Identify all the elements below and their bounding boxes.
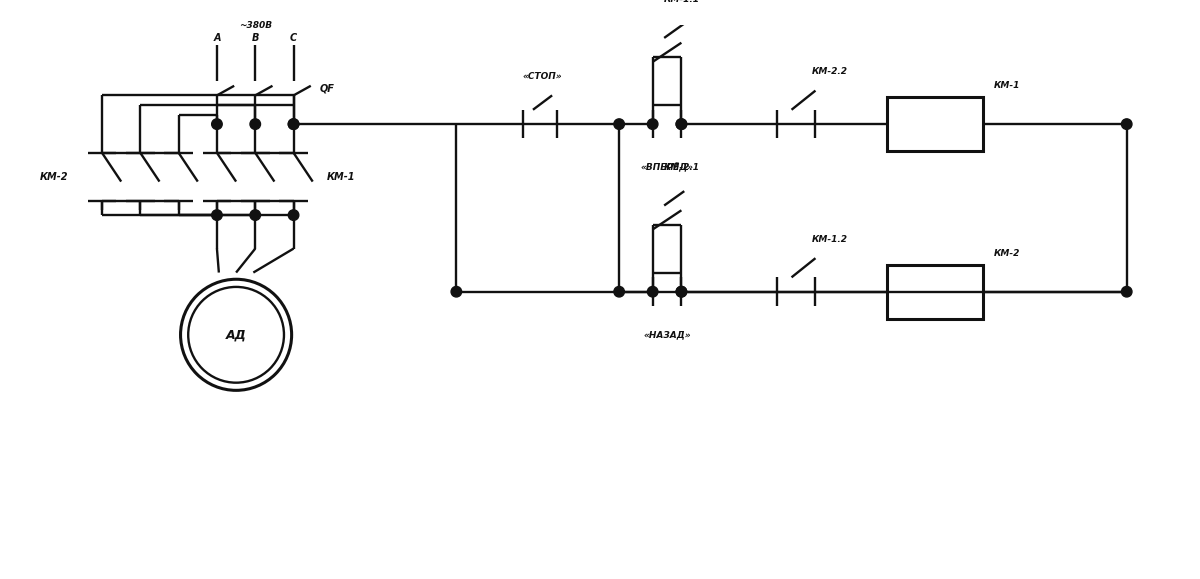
Circle shape bbox=[1122, 287, 1132, 297]
Text: «НАЗАД»: «НАЗАД» bbox=[643, 330, 691, 339]
Circle shape bbox=[648, 119, 658, 129]
Circle shape bbox=[451, 287, 462, 297]
Text: КМ-2.1: КМ-2.1 bbox=[664, 163, 700, 172]
Circle shape bbox=[614, 287, 624, 297]
Bar bbox=[887, 97, 983, 151]
Text: КМ-1: КМ-1 bbox=[328, 172, 355, 182]
Circle shape bbox=[676, 119, 686, 129]
Text: КМ-2: КМ-2 bbox=[40, 172, 68, 182]
Circle shape bbox=[676, 119, 686, 129]
Circle shape bbox=[614, 119, 624, 129]
Text: «ВПЕРЁД»: «ВПЕРЁД» bbox=[641, 162, 694, 172]
Text: АД: АД bbox=[226, 328, 246, 341]
Circle shape bbox=[676, 287, 686, 297]
Text: КМ-2: КМ-2 bbox=[994, 249, 1020, 258]
Text: QF: QF bbox=[319, 84, 335, 94]
Circle shape bbox=[648, 287, 658, 297]
Text: КМ-1.1: КМ-1.1 bbox=[664, 0, 700, 4]
Circle shape bbox=[211, 210, 222, 221]
Text: A: A bbox=[214, 33, 221, 43]
Circle shape bbox=[288, 119, 299, 129]
Circle shape bbox=[188, 287, 284, 383]
Circle shape bbox=[676, 287, 686, 297]
Circle shape bbox=[250, 210, 260, 221]
Text: C: C bbox=[290, 33, 298, 43]
Text: ~380В: ~380В bbox=[239, 21, 272, 30]
Circle shape bbox=[1122, 119, 1132, 129]
Circle shape bbox=[288, 119, 299, 129]
Circle shape bbox=[250, 119, 260, 129]
Text: «СТОП»: «СТОП» bbox=[523, 72, 563, 80]
Text: КМ-1: КМ-1 bbox=[994, 81, 1020, 90]
Text: КМ-2.2: КМ-2.2 bbox=[812, 67, 848, 76]
Circle shape bbox=[211, 119, 222, 129]
Text: B: B bbox=[252, 33, 259, 43]
Text: КМ-1.2: КМ-1.2 bbox=[812, 234, 848, 244]
Circle shape bbox=[288, 210, 299, 221]
Bar bbox=[887, 265, 983, 318]
